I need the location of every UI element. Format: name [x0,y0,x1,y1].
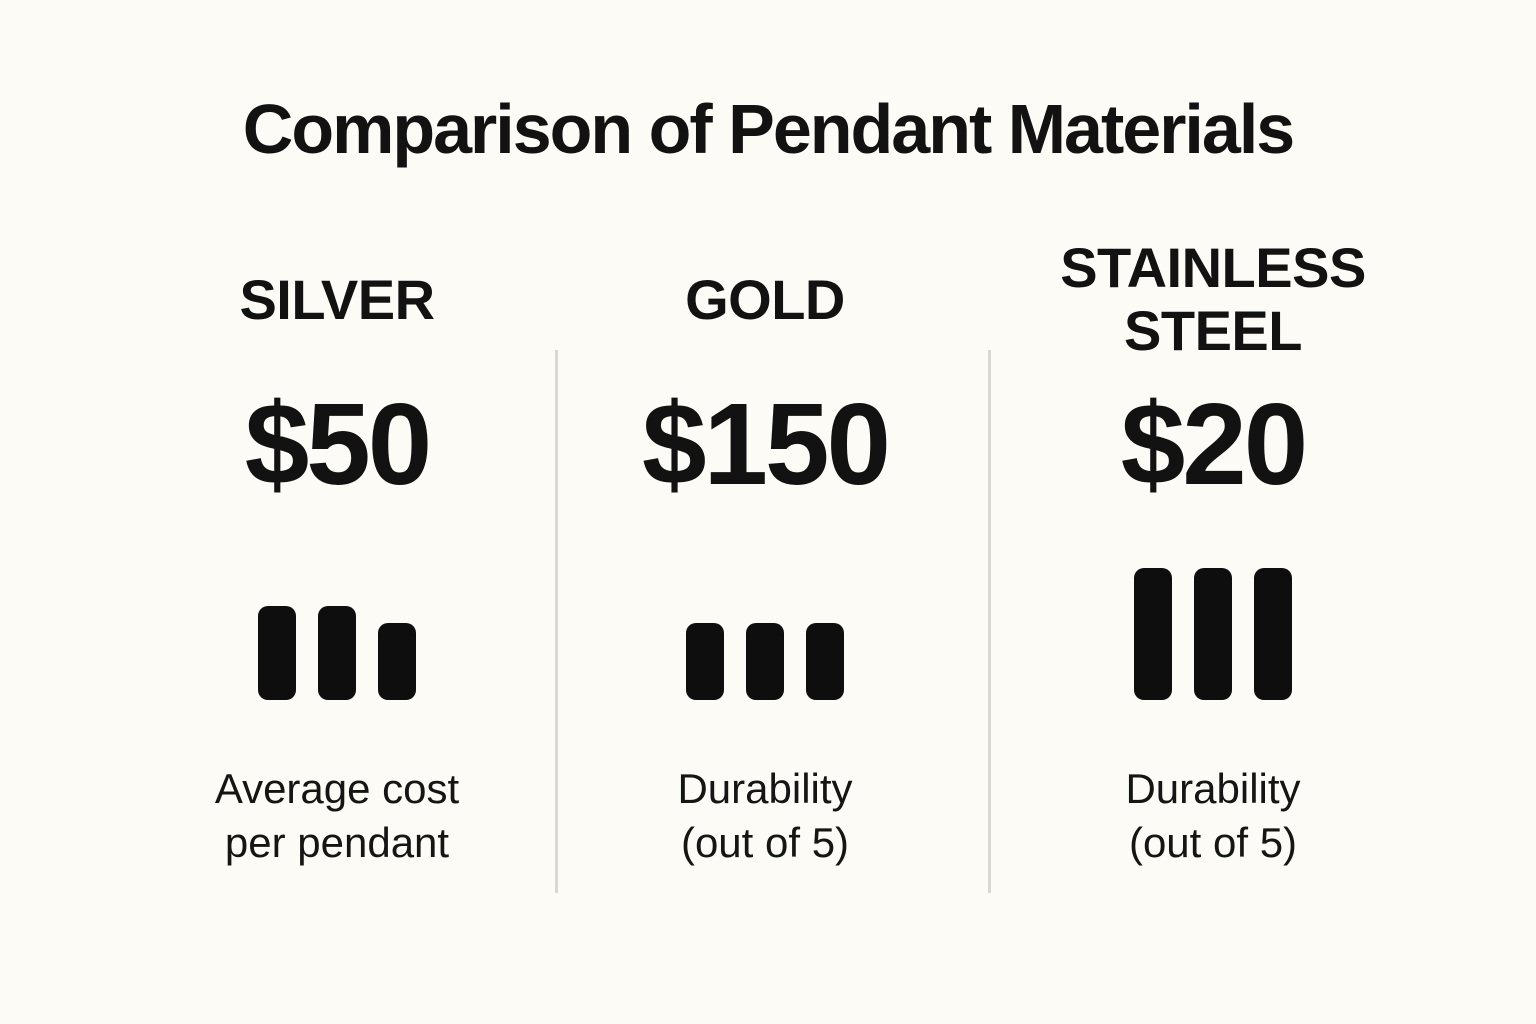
column-silver-name: SILVER [239,267,435,331]
column-silver-caption: Average cost per pendant [214,765,460,866]
column-stainless-steel: STAINLESS STEEL $20 Durability (out of 5… [1013,0,1413,1024]
rating-bar [806,623,844,700]
column-silver-price: $50 [244,379,433,509]
rating-bar [686,623,724,700]
column-gold: GOLD $150 Durability (out of 5) [565,0,965,1024]
column-stainless-steel-name: STAINLESS STEEL [1060,236,1366,362]
bar-chart-icon [565,555,965,700]
bar-chart-icon [137,555,537,700]
column-gold-caption: Durability (out of 5) [677,765,853,866]
rating-bar [1134,568,1172,700]
rating-bar [318,606,356,700]
rating-bar [258,606,296,700]
rating-bar [1194,568,1232,700]
rating-bar [746,623,784,700]
column-stainless-steel-price: $20 [1120,379,1309,509]
page-title: Comparison of Pendant Materials [242,90,1295,168]
column-divider [988,350,991,893]
rating-bar [1254,568,1292,700]
column-gold-price: $150 [641,379,891,509]
column-stainless-steel-caption: Durability (out of 5) [1125,765,1301,866]
column-divider [555,350,558,893]
rating-bar [378,623,416,700]
bar-chart-icon [1013,555,1413,700]
column-gold-name: GOLD [685,267,845,331]
column-silver: SILVER $50 Average cost per pendant [137,0,537,1024]
